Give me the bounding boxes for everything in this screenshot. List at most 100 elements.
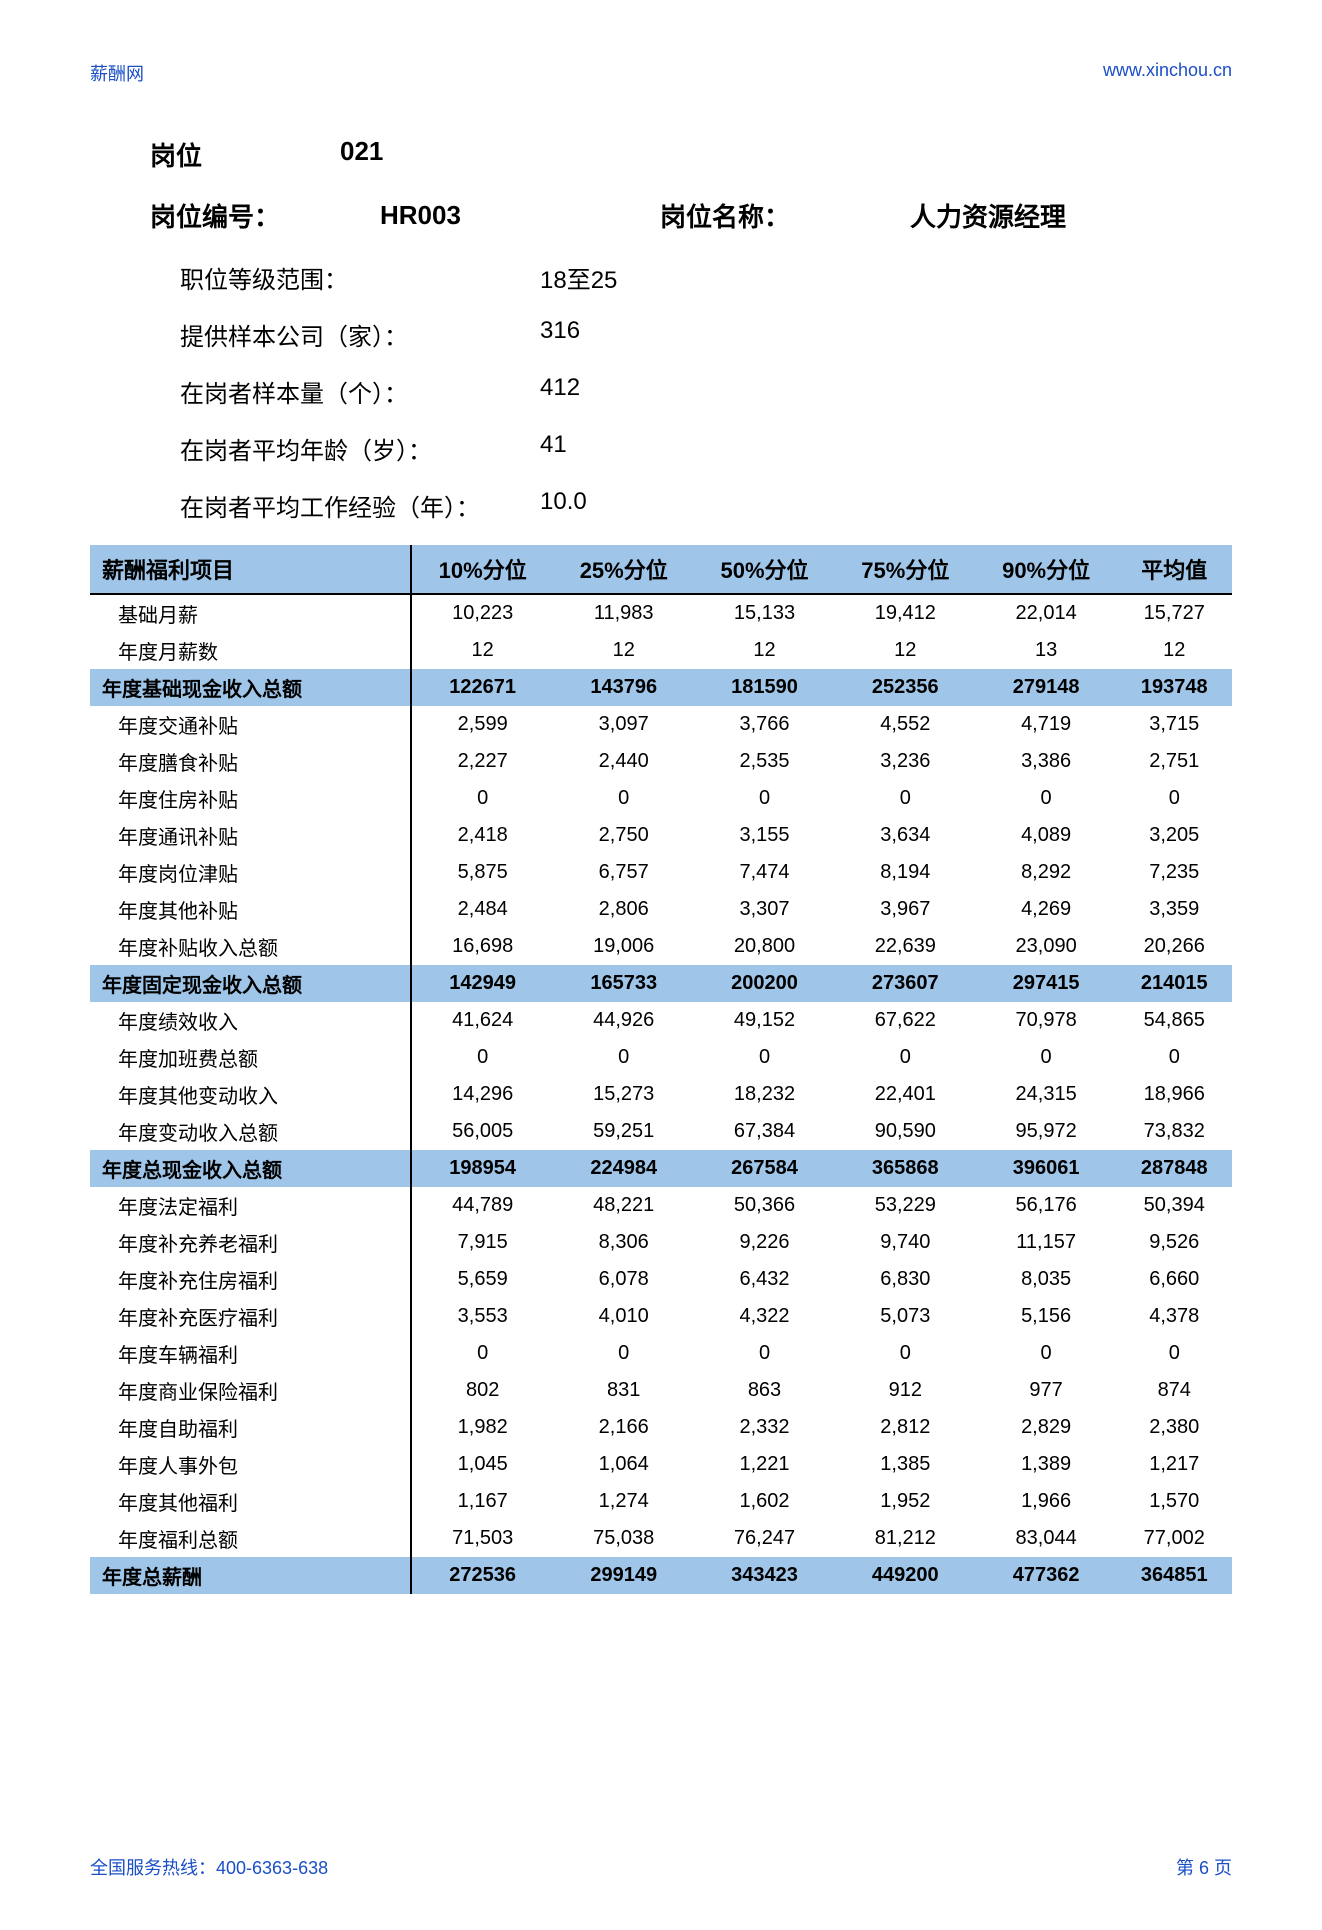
cell-value: 143796	[553, 669, 694, 706]
cell-value: 1,982	[411, 1409, 553, 1446]
cell-value: 59,251	[553, 1113, 694, 1150]
cell-value: 15,133	[694, 594, 835, 632]
page-header: 薪酬网 www.xinchou.cn	[90, 60, 1232, 86]
meta-value: 10.0	[540, 488, 587, 523]
cell-value: 912	[835, 1372, 976, 1409]
cell-value: 16,698	[411, 928, 553, 965]
page-number: 第 6 页	[1176, 1854, 1232, 1880]
cell-value: 287848	[1117, 1150, 1233, 1187]
table-row: 年度人事外包1,0451,0641,2211,3851,3891,217	[90, 1446, 1232, 1483]
position-row: 岗位 021	[150, 136, 1232, 173]
cell-value: 477362	[976, 1557, 1117, 1594]
cell-value: 67,622	[835, 1002, 976, 1039]
cell-value: 3,097	[553, 706, 694, 743]
cell-value: 22,401	[835, 1076, 976, 1113]
meta-value: 412	[540, 374, 580, 409]
code-value: HR003	[380, 200, 660, 231]
code-label: 岗位编号：	[150, 197, 380, 234]
cell-value: 6,078	[553, 1261, 694, 1298]
cell-value: 19,006	[553, 928, 694, 965]
cell-value: 8,035	[976, 1261, 1117, 1298]
cell-value: 5,073	[835, 1298, 976, 1335]
cell-value: 364851	[1117, 1557, 1233, 1594]
cell-value: 299149	[553, 1557, 694, 1594]
cell-value: 77,002	[1117, 1520, 1233, 1557]
table-row: 年度交通补贴2,5993,0973,7664,5524,7193,715	[90, 706, 1232, 743]
meta-row: 提供样本公司（家）：316	[150, 317, 1232, 352]
cell-value: 12	[694, 632, 835, 669]
row-label: 年度自助福利	[90, 1409, 411, 1446]
cell-value: 7,474	[694, 854, 835, 891]
cell-value: 22,639	[835, 928, 976, 965]
row-label: 年度补充医疗福利	[90, 1298, 411, 1335]
table-row: 年度岗位津贴5,8756,7577,4748,1948,2927,235	[90, 854, 1232, 891]
table-row: 基础月薪10,22311,98315,13319,41222,01415,727	[90, 594, 1232, 632]
cell-value: 831	[553, 1372, 694, 1409]
cell-value: 1,966	[976, 1483, 1117, 1520]
cell-value: 1,570	[1117, 1483, 1233, 1520]
table-header: 薪酬福利项目10%分位25%分位50%分位75%分位90%分位平均值	[90, 545, 1232, 594]
hotline: 全国服务热线：400-6363-638	[90, 1854, 328, 1880]
cell-value: 449200	[835, 1557, 976, 1594]
row-label: 年度人事外包	[90, 1446, 411, 1483]
meta-label: 在岗者平均工作经验（年）：	[180, 488, 540, 523]
cell-value: 0	[1117, 780, 1233, 817]
row-label: 年度商业保险福利	[90, 1372, 411, 1409]
cell-value: 214015	[1117, 965, 1233, 1002]
cell-value: 2,812	[835, 1409, 976, 1446]
cell-value: 3,634	[835, 817, 976, 854]
row-label: 年度法定福利	[90, 1187, 411, 1224]
row-label: 年度车辆福利	[90, 1335, 411, 1372]
meta-label: 在岗者平均年龄（岁）：	[180, 431, 540, 466]
cell-value: 396061	[976, 1150, 1117, 1187]
cell-value: 41,624	[411, 1002, 553, 1039]
table-row: 年度自助福利1,9822,1662,3322,8122,8292,380	[90, 1409, 1232, 1446]
cell-value: 11,983	[553, 594, 694, 632]
cell-value: 7,915	[411, 1224, 553, 1261]
site-name[interactable]: 薪酬网	[90, 60, 144, 86]
cell-value: 6,660	[1117, 1261, 1233, 1298]
cell-value: 23,090	[976, 928, 1117, 965]
cell-value: 4,269	[976, 891, 1117, 928]
cell-value: 3,236	[835, 743, 976, 780]
cell-value: 83,044	[976, 1520, 1117, 1557]
table-row: 年度膳食补贴2,2272,4402,5353,2363,3862,751	[90, 743, 1232, 780]
cell-value: 3,359	[1117, 891, 1233, 928]
cell-value: 49,152	[694, 1002, 835, 1039]
cell-value: 54,865	[1117, 1002, 1233, 1039]
cell-value: 267584	[694, 1150, 835, 1187]
cell-value: 76,247	[694, 1520, 835, 1557]
cell-value: 12	[1117, 632, 1233, 669]
cell-value: 1,602	[694, 1483, 835, 1520]
column-header: 50%分位	[694, 545, 835, 594]
row-label: 年度基础现金收入总额	[90, 669, 411, 706]
cell-value: 20,800	[694, 928, 835, 965]
cell-value: 53,229	[835, 1187, 976, 1224]
row-label: 年度加班费总额	[90, 1039, 411, 1076]
cell-value: 343423	[694, 1557, 835, 1594]
cell-value: 0	[835, 1039, 976, 1076]
position-id-row: 岗位编号： HR003 岗位名称： 人力资源经理	[150, 197, 1232, 234]
name-label: 岗位名称：	[660, 197, 910, 234]
table-row: 年度补充医疗福利3,5534,0104,3225,0735,1564,378	[90, 1298, 1232, 1335]
cell-value: 44,789	[411, 1187, 553, 1224]
cell-value: 4,552	[835, 706, 976, 743]
row-label: 年度补贴收入总额	[90, 928, 411, 965]
cell-value: 2,380	[1117, 1409, 1233, 1446]
cell-value: 18,966	[1117, 1076, 1233, 1113]
site-url[interactable]: www.xinchou.cn	[1103, 60, 1232, 86]
cell-value: 2,750	[553, 817, 694, 854]
row-label: 年度变动收入总额	[90, 1113, 411, 1150]
cell-value: 0	[835, 1335, 976, 1372]
cell-value: 3,715	[1117, 706, 1233, 743]
meta-label: 提供样本公司（家）：	[180, 317, 540, 352]
page-footer: 全国服务热线：400-6363-638 第 6 页	[90, 1854, 1232, 1880]
cell-value: 67,384	[694, 1113, 835, 1150]
cell-value: 13	[976, 632, 1117, 669]
cell-value: 9,226	[694, 1224, 835, 1261]
post-label: 岗位	[150, 136, 340, 173]
table-row: 年度总现金收入总额1989542249842675843658683960612…	[90, 1150, 1232, 1187]
cell-value: 71,503	[411, 1520, 553, 1557]
meta-label: 在岗者样本量（个）：	[180, 374, 540, 409]
cell-value: 73,832	[1117, 1113, 1233, 1150]
